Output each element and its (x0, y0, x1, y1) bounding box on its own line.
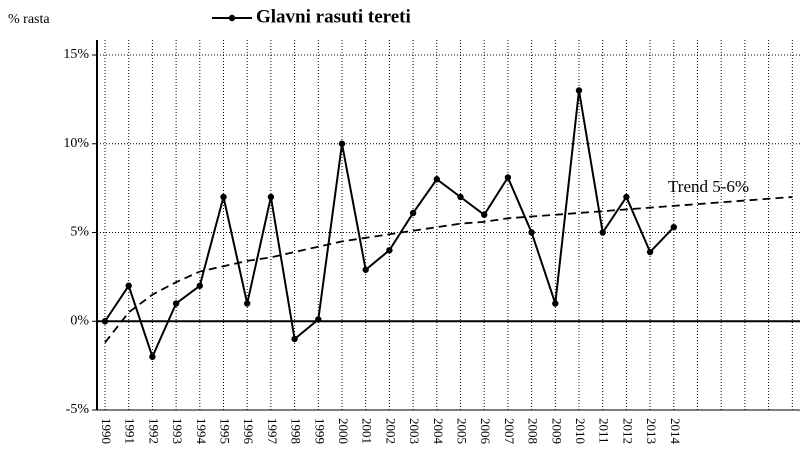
data-point (291, 335, 298, 343)
data-point (220, 193, 227, 201)
data-point (504, 174, 512, 181)
data-point (623, 193, 630, 201)
x-tick-label: 1998 (289, 418, 304, 444)
data-point (528, 229, 535, 236)
data-point (338, 140, 346, 147)
trend-line (104, 196, 793, 344)
data-point (646, 248, 654, 256)
data-point (575, 87, 583, 94)
trend-label: Trend 5-6% (668, 177, 749, 196)
x-tick-label: 2007 (502, 418, 517, 445)
x-tick-label: 1996 (241, 418, 256, 445)
y-tick-label: -5% (66, 402, 90, 417)
x-tick-label: 2004 (431, 418, 446, 445)
y-tick-label: 5% (70, 225, 89, 240)
x-tick-label: 2002 (383, 418, 398, 444)
x-tick-label: 2003 (407, 418, 422, 444)
data-point (670, 223, 677, 231)
legend-marker (228, 14, 236, 22)
data-point (267, 193, 275, 201)
x-tick-label: 2000 (336, 418, 351, 444)
x-tick-label: 2011 (597, 418, 612, 444)
x-tick-label: 2006 (478, 418, 493, 445)
data-point (386, 247, 393, 254)
x-tick-label: 1994 (194, 418, 209, 445)
data-point (409, 209, 417, 217)
y-axis-label: % rasta (8, 12, 50, 27)
x-tick-label: 1999 (312, 418, 327, 444)
x-tick-label: 1995 (218, 418, 233, 444)
x-tick-label: 2005 (455, 418, 470, 444)
data-point (125, 282, 132, 289)
x-tick-label: 1991 (123, 418, 138, 444)
data-point (552, 300, 559, 307)
data-point (244, 300, 251, 307)
x-tick-label: 2008 (526, 418, 541, 444)
data-point (149, 353, 156, 360)
data-point (315, 316, 322, 323)
x-tick-label: 2010 (573, 418, 588, 444)
data-point (362, 266, 369, 273)
data-point (172, 300, 180, 307)
y-tick-label: 15% (63, 47, 89, 62)
data-point (101, 318, 109, 325)
x-tick-label: 2014 (668, 418, 683, 445)
x-tick-label: 2001 (360, 418, 375, 444)
x-tick-label: 1997 (265, 418, 280, 445)
data-point (433, 176, 440, 183)
x-tick-label: 2013 (644, 418, 659, 444)
x-tick-label: 2009 (549, 418, 564, 444)
y-tick-label: 0% (70, 313, 89, 328)
x-tick-label: 2012 (620, 418, 635, 444)
x-tick-label: 1993 (170, 418, 185, 444)
x-tick-label: 1992 (146, 418, 161, 444)
data-point (481, 211, 488, 218)
y-tick-label: 10% (63, 136, 89, 151)
legend-label: Glavni rasuti tereti (256, 6, 411, 27)
data-point (599, 229, 606, 236)
x-tick-label: 1990 (99, 418, 114, 444)
data-point (457, 193, 464, 201)
data-point (196, 282, 203, 289)
